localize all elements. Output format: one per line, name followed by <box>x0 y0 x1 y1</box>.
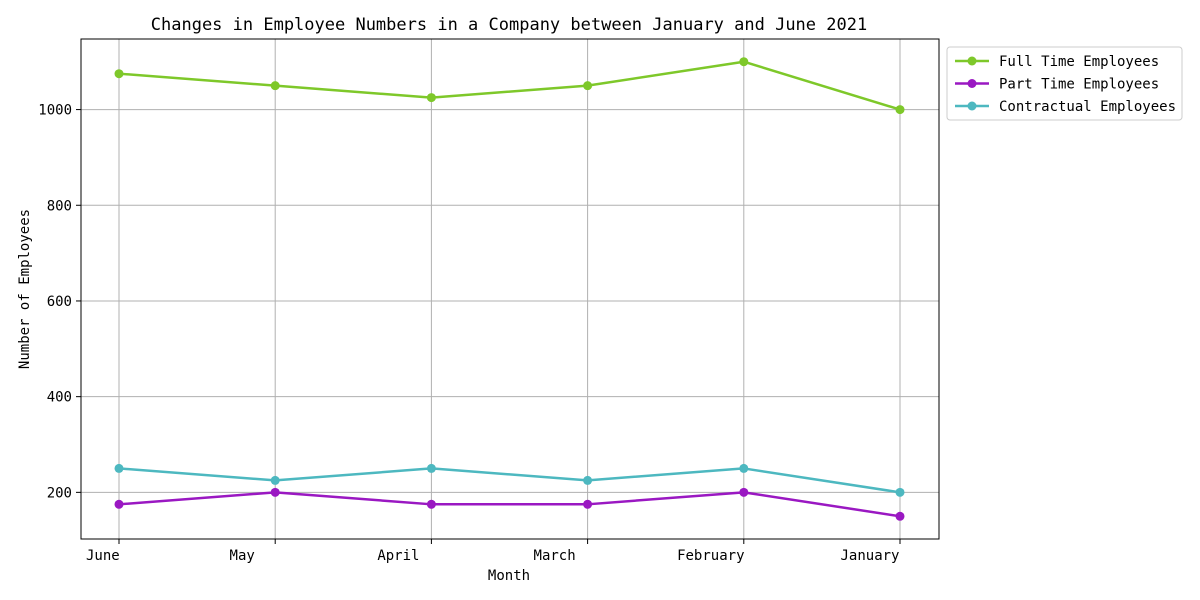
data-point <box>895 105 905 115</box>
data-point <box>114 69 124 79</box>
x-tick-label: March <box>534 548 576 564</box>
x-tick-label: February <box>677 548 744 564</box>
data-point <box>270 487 280 497</box>
series-2 <box>114 487 905 521</box>
data-point <box>895 511 905 521</box>
y-tick-label: 1000 <box>38 103 72 119</box>
legend-item-2: Part Time Employees <box>955 77 1159 93</box>
y-axis-label: Number of Employees <box>17 209 33 369</box>
data-point <box>426 463 436 473</box>
chart-title: Changes in Employee Numbers in a Company… <box>151 15 867 35</box>
series-line <box>118 491 901 518</box>
legend-label: Part Time Employees <box>999 77 1159 93</box>
data-point <box>270 81 280 91</box>
data-point <box>583 81 593 91</box>
data-point <box>426 499 436 509</box>
series-3 <box>114 463 905 497</box>
legend-item-1: Full Time Employees <box>955 54 1159 70</box>
legend-marker <box>967 101 977 111</box>
data-point <box>114 463 124 473</box>
series-line <box>118 60 901 111</box>
x-tick-label: April <box>377 548 419 564</box>
legend-box <box>946 46 1183 121</box>
y-axis-ticks: 200 400 600 800 1000 <box>38 103 81 501</box>
y-tick-label: 400 <box>47 390 72 406</box>
data-point <box>270 475 280 485</box>
series-layer <box>114 57 905 521</box>
data-point <box>739 463 749 473</box>
y-tick-label: 800 <box>47 198 72 214</box>
legend-marker <box>967 79 977 88</box>
x-axis-ticks: June May April March February January <box>86 539 901 564</box>
plot-frame <box>80 38 940 540</box>
data-point <box>739 487 749 497</box>
x-tick-label: January <box>840 548 899 564</box>
data-point <box>739 57 749 67</box>
series-1 <box>114 57 905 115</box>
legend-label: Contractual Employees <box>999 99 1176 115</box>
y-tick-label: 200 <box>47 485 72 501</box>
data-point <box>895 487 905 497</box>
legend-label: Full Time Employees <box>999 54 1159 70</box>
y-tick-label: 600 <box>47 294 72 310</box>
legend-marker <box>967 56 977 66</box>
x-tick-label: June <box>86 548 120 564</box>
data-point <box>426 93 436 103</box>
legend: Full Time Employees Part Time Employees Co… <box>946 46 1183 121</box>
legend-item-3: Contractual Employees <box>955 99 1176 115</box>
grid-lines <box>81 39 939 539</box>
series-line <box>118 467 901 494</box>
data-point <box>583 499 593 509</box>
x-tick-label: May <box>230 548 255 564</box>
data-point <box>583 475 593 485</box>
data-point <box>114 499 124 509</box>
x-axis-label: Month <box>488 568 530 584</box>
